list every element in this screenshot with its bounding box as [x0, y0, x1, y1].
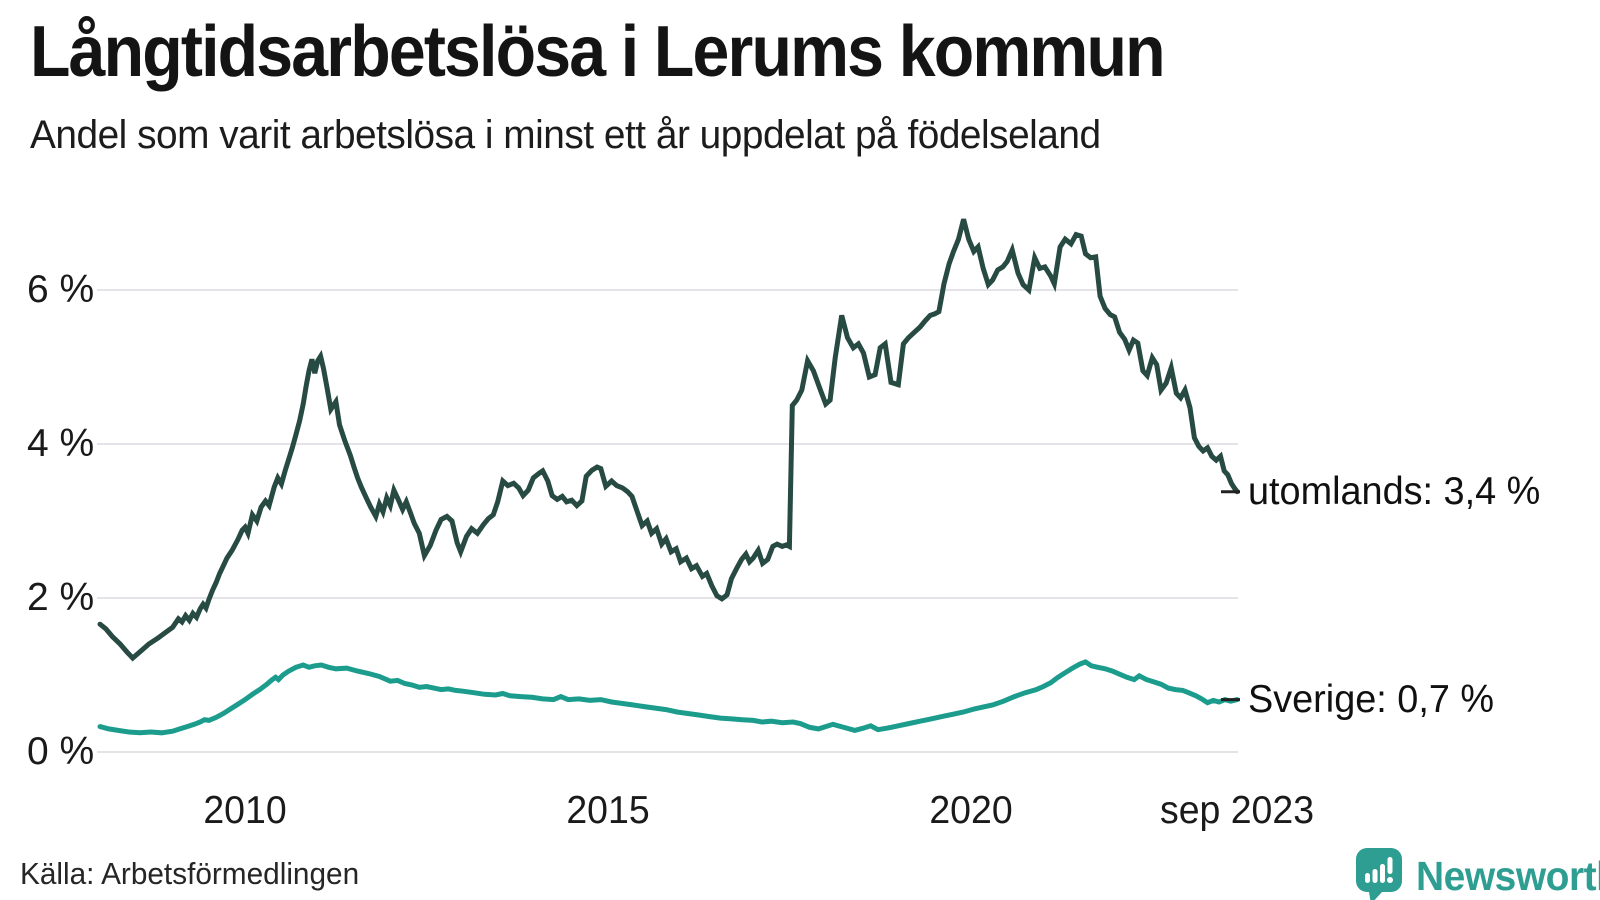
newsworthy-logo-text: Newsworthy [1416, 852, 1600, 899]
x-axis-tick-3: sep 2023 [1159, 789, 1315, 832]
y-axis-tick-1: 2 % [27, 576, 95, 619]
y-axis-tick-2: 4 % [27, 422, 95, 465]
y-axis-tick-0: 0 % [27, 730, 95, 773]
y-axis-tick-3: 6 % [27, 268, 95, 311]
newsworthy-logo: Newsworthy [1356, 848, 1600, 900]
newsworthy-logo-icon [1356, 848, 1402, 900]
x-axis-tick-1: 2015 [566, 789, 650, 832]
series-end-label-Sverige: Sverige: 0,7 % [1248, 677, 1495, 721]
series-line-Sverige [97, 659, 1240, 736]
page-title: Långtidsarbetslösa i Lerums kommun [30, 12, 1166, 92]
series-line-utomlands [97, 218, 1240, 662]
source-note: Källa: Arbetsförmedlingen [20, 856, 360, 891]
chart-subtitle: Andel som varit arbetslösa i minst ett å… [30, 113, 1101, 157]
series-end-label-utomlands: utomlands: 3,4 % [1248, 469, 1541, 513]
x-axis-tick-0: 2010 [203, 789, 287, 832]
x-axis-tick-2: 2020 [929, 789, 1013, 832]
